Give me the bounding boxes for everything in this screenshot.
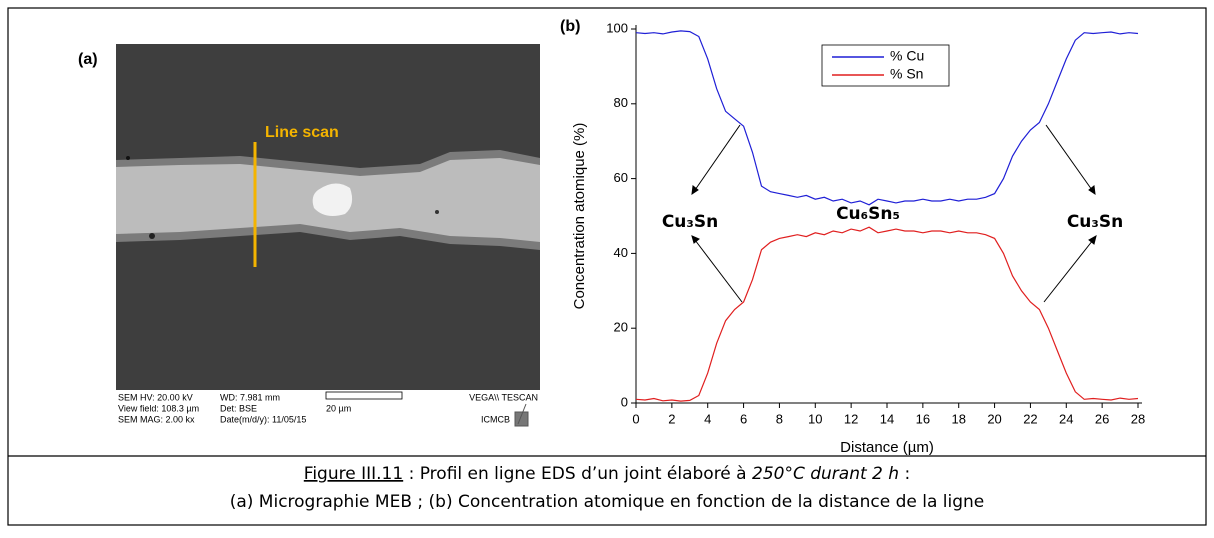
x-axis-label: Distance (µm) (840, 439, 934, 456)
sem-info: ICMCB (481, 414, 510, 424)
panel-label: (b) (560, 18, 580, 35)
x-tick-label: 22 (1023, 411, 1037, 426)
panel-label: (a) (78, 51, 98, 68)
x-tick-label: 4 (704, 411, 711, 426)
x-tick-label: 20 (987, 411, 1001, 426)
series-line (635, 226, 1139, 402)
scale-bar (325, 391, 403, 400)
sem-info: Date(m/d/y): 11/05/15 (220, 414, 306, 424)
sem-info: 20 µm (326, 403, 351, 413)
x-tick-label: 26 (1095, 411, 1109, 426)
x-tick-label: 8 (776, 411, 783, 426)
y-axis-label: Concentration atomique (%) (571, 123, 588, 310)
sem-image (116, 44, 540, 390)
sem-info: View field: 108.3 µm (118, 403, 199, 413)
caption-text: : Profil en ligne EDS d’un joint élaboré… (403, 464, 752, 484)
frame (7, 7, 1207, 526)
x-tick-label: 24 (1059, 411, 1073, 426)
y-tick-label: 0 (621, 394, 628, 409)
sem-info: WD: 7.981 mm (220, 392, 280, 402)
x-tick-label: 12 (844, 411, 858, 426)
x-tick-label: 6 (740, 411, 747, 426)
arrows (691, 124, 1097, 303)
sem-info: SEM MAG: 2.00 kx (118, 414, 195, 424)
x-tick-label: 0 (632, 411, 639, 426)
sem-info: Det: BSE (220, 403, 257, 413)
sem-info: VEGA\\ TESCAN (469, 392, 538, 402)
annotation: Cu₃Sn (662, 212, 718, 232)
x-tick-label: 16 (916, 411, 930, 426)
sem-info: SEM HV: 20.00 kV (118, 392, 193, 402)
legend (821, 44, 950, 87)
y-tick-label: 20 (614, 320, 628, 335)
legend-label: % Sn (890, 66, 923, 82)
annotation: Cu₆Sn₅ (836, 204, 900, 224)
y-tick-label: 80 (614, 95, 628, 110)
y-tick-label: 60 (614, 170, 628, 185)
y-tick-label: 100 (606, 20, 628, 35)
x-tick-label: 2 (668, 411, 675, 426)
caption-text: : (899, 464, 910, 484)
line-scan-label: Line scan (265, 124, 339, 141)
y-tick-label: 40 (614, 245, 628, 260)
x-tick-label: 14 (880, 411, 894, 426)
annotation: Cu₃Sn (1067, 212, 1123, 232)
caption-italic: 250°C durant 2 h (752, 464, 899, 484)
x-tick-label: 28 (1131, 411, 1145, 426)
logo (514, 403, 529, 427)
caption-line: (a) Micrographie MEB ; (b) Concentration… (230, 492, 985, 512)
x-tick-label: 10 (808, 411, 822, 426)
legend-label: % Cu (890, 48, 924, 64)
caption-line: Figure III.11 : Profil en ligne EDS d’un… (304, 464, 910, 484)
series-line (635, 30, 1139, 206)
caption-figure: Figure III.11 (304, 464, 403, 484)
x-tick-label: 18 (951, 411, 965, 426)
